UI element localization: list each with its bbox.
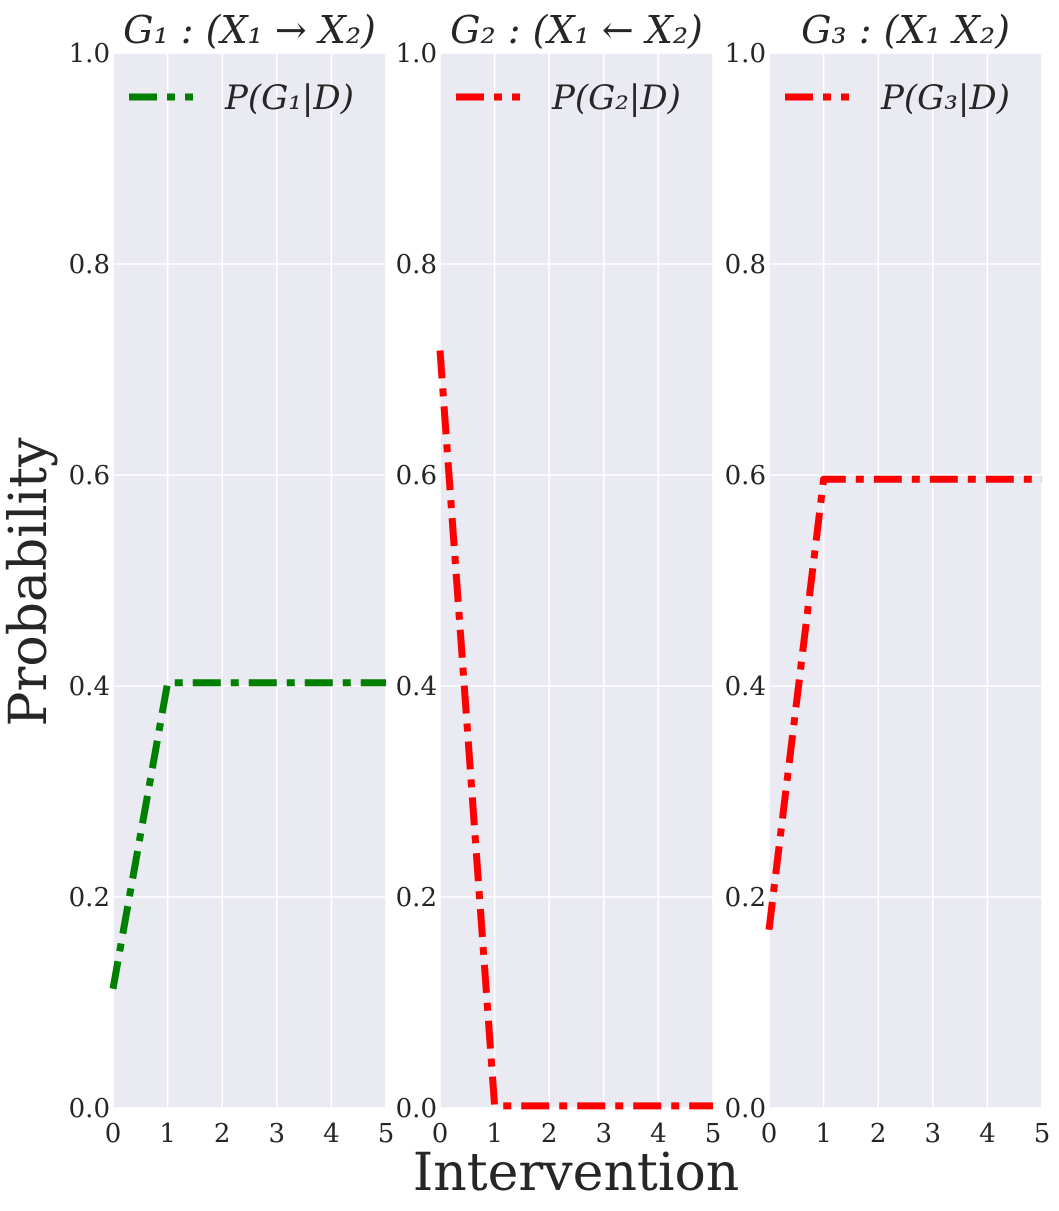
x-tick-label: 2 — [870, 1119, 887, 1149]
x-tick-label: 5 — [705, 1119, 722, 1149]
x-tick-label: 4 — [650, 1119, 667, 1149]
y-tick-label: 0.8 — [725, 250, 766, 280]
x-tick-label: 4 — [979, 1119, 996, 1149]
x-tick-label: 3 — [269, 1119, 286, 1149]
x-tick-label: 4 — [323, 1119, 340, 1149]
y-tick-label: 0.8 — [69, 250, 110, 280]
y-tick-label: 1.0 — [725, 39, 766, 69]
y-tick-label: 0.2 — [725, 883, 766, 913]
y-tick-label: 0.4 — [396, 672, 437, 702]
series-line — [436, 350, 713, 1110]
y-tick-label: 0.2 — [396, 883, 437, 913]
chart-panel-2 — [436, 52, 714, 1110]
x-tick-label: 0 — [761, 1119, 778, 1149]
chart-panel-1 — [109, 52, 387, 1109]
y-tick-label: 0.0 — [396, 1094, 437, 1124]
y-tick-label: 0.6 — [69, 461, 110, 491]
x-tick-label: 3 — [925, 1119, 942, 1149]
x-tick-label: 1 — [815, 1119, 832, 1149]
legend-entry: P(G₁|D) — [224, 78, 354, 118]
x-tick-label: 2 — [214, 1119, 231, 1149]
chart-title: G₁ : (X₁ → X₂) — [123, 8, 376, 52]
series-line — [765, 475, 1042, 931]
y-tick-label: 0.0 — [69, 1094, 110, 1124]
y-tick-label: 0.6 — [725, 461, 766, 491]
x-tick-label: 0 — [432, 1119, 449, 1149]
x-axis-label: Intervention — [413, 1143, 740, 1203]
chart-title: G₃ : (X₁ X₂) — [801, 8, 1010, 52]
legend-entry: P(G₃|D) — [880, 78, 1010, 118]
x-tick-label: 2 — [541, 1119, 558, 1149]
x-tick-label: 3 — [596, 1119, 613, 1149]
x-tick-label: 5 — [378, 1119, 395, 1149]
series-line — [109, 679, 386, 990]
chart-panel-3 — [765, 52, 1043, 1109]
x-tick-label: 0 — [105, 1119, 122, 1149]
y-axis-label: Probability — [0, 437, 59, 727]
x-tick-label: 1 — [159, 1119, 176, 1149]
y-tick-label: 1.0 — [69, 39, 110, 69]
y-tick-label: 0.4 — [725, 672, 766, 702]
y-tick-label: 1.0 — [396, 39, 437, 69]
x-tick-label: 1 — [486, 1119, 503, 1149]
plot-background — [113, 53, 386, 1108]
legend-entry: P(G₂|D) — [551, 78, 681, 118]
chart-title: G₂ : (X₁ ← X₂) — [450, 8, 703, 52]
y-tick-label: 0.4 — [69, 672, 110, 702]
y-tick-label: 0.8 — [396, 250, 437, 280]
y-tick-label: 0.0 — [725, 1094, 766, 1124]
y-tick-label: 0.6 — [396, 461, 437, 491]
y-tick-label: 0.2 — [69, 883, 110, 913]
x-tick-label: 5 — [1034, 1119, 1051, 1149]
